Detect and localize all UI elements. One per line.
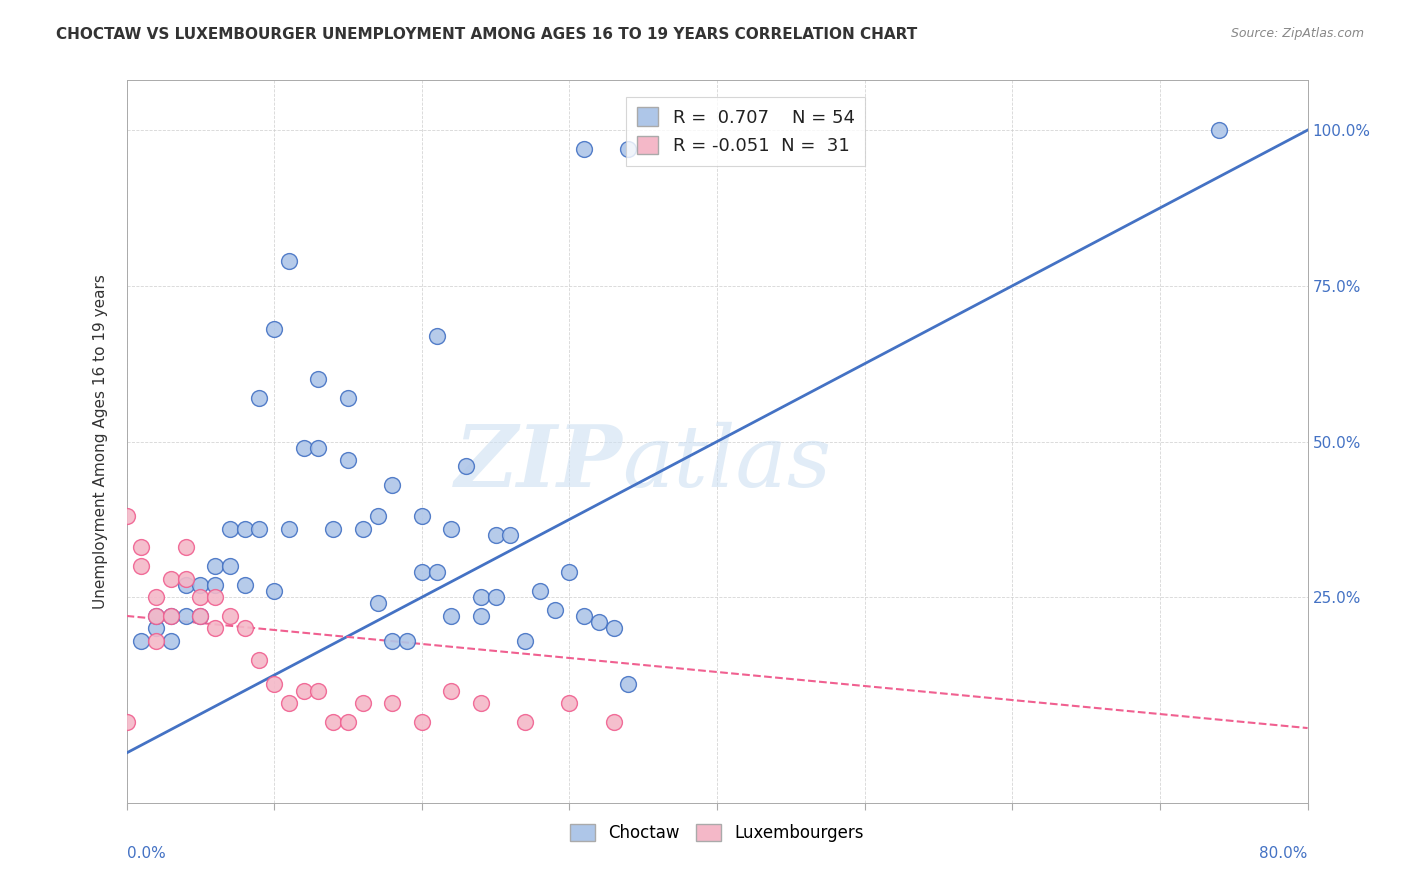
Point xyxy=(129,633,153,648)
Point xyxy=(115,509,138,524)
Point xyxy=(292,441,315,455)
Point xyxy=(440,609,463,624)
Point xyxy=(381,696,404,710)
Point xyxy=(249,391,271,405)
Point xyxy=(352,696,374,710)
Point xyxy=(484,528,508,542)
Point xyxy=(588,615,610,630)
Point xyxy=(425,328,447,343)
Point xyxy=(381,478,404,492)
Point xyxy=(322,522,344,536)
Point xyxy=(278,253,301,268)
Point xyxy=(204,578,226,592)
Point xyxy=(145,609,167,624)
Point xyxy=(263,322,285,336)
Point xyxy=(129,559,153,574)
Point xyxy=(484,591,508,605)
Point xyxy=(263,677,285,691)
Point xyxy=(233,578,256,592)
Point xyxy=(263,584,285,599)
Legend: Choctaw, Luxembourgers: Choctaw, Luxembourgers xyxy=(564,817,870,848)
Point xyxy=(411,509,433,524)
Point xyxy=(233,522,256,536)
Point xyxy=(292,683,315,698)
Point xyxy=(322,714,344,729)
Point xyxy=(115,714,138,729)
Point xyxy=(188,609,212,624)
Point xyxy=(603,714,626,729)
Point xyxy=(411,714,433,729)
Point xyxy=(174,609,197,624)
Point xyxy=(352,522,374,536)
Text: 80.0%: 80.0% xyxy=(1260,847,1308,861)
Point xyxy=(617,677,640,691)
Point xyxy=(1208,123,1230,137)
Point xyxy=(574,142,596,156)
Point xyxy=(188,591,212,605)
Point xyxy=(337,391,360,405)
Point xyxy=(219,609,242,624)
Point xyxy=(278,522,301,536)
Point xyxy=(529,584,551,599)
Point xyxy=(174,578,197,592)
Point xyxy=(188,578,212,592)
Point xyxy=(440,522,463,536)
Point xyxy=(367,509,389,524)
Point xyxy=(204,591,226,605)
Point xyxy=(308,441,330,455)
Point xyxy=(337,453,360,467)
Point xyxy=(204,621,226,635)
Point xyxy=(425,566,447,580)
Point xyxy=(249,652,271,666)
Text: 0.0%: 0.0% xyxy=(127,847,166,861)
Point xyxy=(219,522,242,536)
Point xyxy=(396,633,419,648)
Point xyxy=(470,609,492,624)
Point xyxy=(145,633,167,648)
Point xyxy=(367,597,389,611)
Point xyxy=(515,714,537,729)
Point xyxy=(470,696,492,710)
Point xyxy=(160,609,183,624)
Point xyxy=(278,696,301,710)
Point xyxy=(145,591,167,605)
Point xyxy=(129,541,153,555)
Text: CHOCTAW VS LUXEMBOURGER UNEMPLOYMENT AMONG AGES 16 TO 19 YEARS CORRELATION CHART: CHOCTAW VS LUXEMBOURGER UNEMPLOYMENT AMO… xyxy=(56,27,918,42)
Point xyxy=(411,566,433,580)
Point xyxy=(558,696,581,710)
Point xyxy=(308,683,330,698)
Point xyxy=(543,603,565,617)
Point xyxy=(440,683,463,698)
Text: atlas: atlas xyxy=(623,422,832,505)
Point xyxy=(219,559,242,574)
Point xyxy=(188,609,212,624)
Point xyxy=(617,142,640,156)
Point xyxy=(174,541,197,555)
Point xyxy=(470,591,492,605)
Point xyxy=(574,609,596,624)
Point xyxy=(145,609,167,624)
Point xyxy=(499,528,522,542)
Point xyxy=(174,572,197,586)
Point xyxy=(381,633,404,648)
Point xyxy=(204,559,226,574)
Point xyxy=(233,621,256,635)
Point xyxy=(308,372,330,386)
Point xyxy=(160,609,183,624)
Point xyxy=(515,633,537,648)
Text: ZIP: ZIP xyxy=(454,421,623,505)
Point xyxy=(249,522,271,536)
Point xyxy=(160,572,183,586)
Point xyxy=(603,621,626,635)
Point xyxy=(160,633,183,648)
Y-axis label: Unemployment Among Ages 16 to 19 years: Unemployment Among Ages 16 to 19 years xyxy=(93,274,108,609)
Point xyxy=(456,459,478,474)
Text: Source: ZipAtlas.com: Source: ZipAtlas.com xyxy=(1230,27,1364,40)
Point xyxy=(145,621,167,635)
Point xyxy=(558,566,581,580)
Point xyxy=(337,714,360,729)
